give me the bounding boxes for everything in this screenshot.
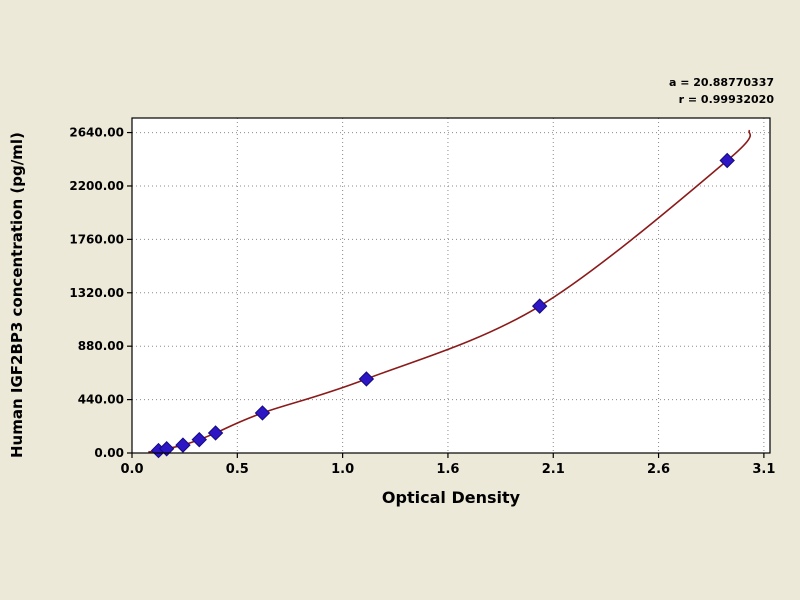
y-tick-label: 1760.00 [69,232,124,246]
plot-border [131,117,771,454]
data-point-marker [175,437,191,453]
x-tick-label: 3.1 [752,462,775,477]
x-tick-label: 2.1 [542,462,565,477]
y-tick-label: 880.00 [78,339,124,353]
y-tick-label: 0.00 [94,446,124,460]
x-axis-title: Optical Density [381,488,521,507]
x-tick-label: 1.0 [331,462,354,477]
y-tick-label: 1320.00 [69,286,124,300]
data-point-marker [531,298,548,314]
y-tick-label: 2640.00 [69,126,124,140]
x-tick-label: 1.6 [436,462,459,477]
plot-background [132,118,770,453]
y-tick-label: 2200.00 [69,179,124,193]
fit-coefficient-label: a = 20.88770337 [668,76,774,89]
data-point-marker [254,405,271,421]
x-tick-label: 0.5 [226,462,249,477]
y-tick-label: 440.00 [78,393,124,407]
correlation-coefficient-label: r = 0.99932020 [678,93,774,106]
data-point-marker [358,371,375,387]
data-point-marker [158,441,175,457]
data-point-marker [191,431,207,448]
data-point-marker [207,425,224,441]
x-tick-label: 0.0 [120,462,143,477]
data-point-marker [719,152,735,169]
x-tick-label: 2.6 [647,462,670,477]
